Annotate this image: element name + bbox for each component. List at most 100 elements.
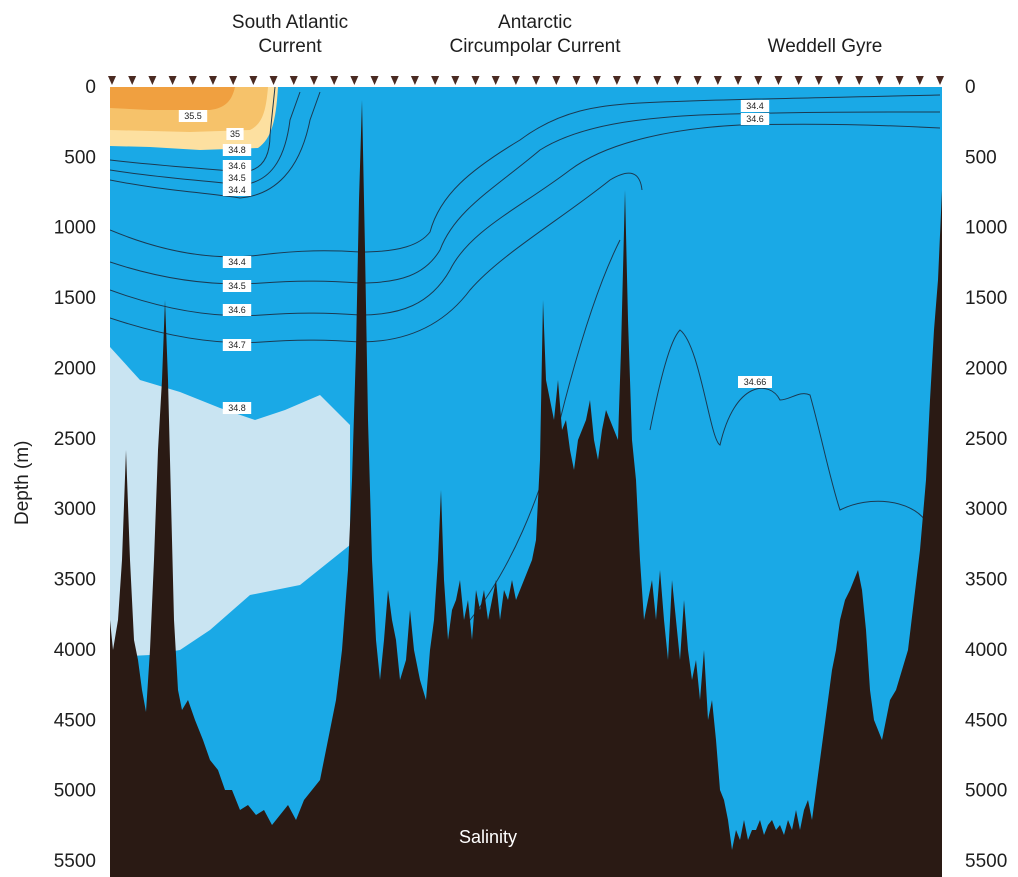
contour-label-box xyxy=(226,128,244,140)
contour-label: 34.6 xyxy=(228,305,246,315)
y-tick-label-left: 4500 xyxy=(54,710,96,731)
contour-label: 34.66 xyxy=(744,377,767,387)
station-marker xyxy=(734,76,743,85)
station-marker xyxy=(370,76,379,85)
station-marker xyxy=(814,76,823,85)
station-marker xyxy=(572,76,581,85)
station-marker xyxy=(552,76,561,85)
y-tick-label-right: 0 xyxy=(965,77,976,98)
station-marker xyxy=(835,76,844,85)
station-marker xyxy=(108,76,116,85)
contour-label-box xyxy=(222,339,252,351)
contour-label-box xyxy=(738,376,772,388)
station-marker xyxy=(673,76,682,85)
station-marker xyxy=(128,76,137,85)
contour-label-box xyxy=(222,184,252,196)
contour-label-box xyxy=(222,280,252,292)
y-tick-label-right: 1000 xyxy=(965,218,1007,239)
station-marker xyxy=(168,76,177,85)
station-marker xyxy=(612,76,621,85)
station-marker xyxy=(390,76,399,85)
y-tick-label-left: 1000 xyxy=(54,218,96,239)
seafloor-bathymetry xyxy=(110,100,942,877)
contour-label-box xyxy=(740,100,770,112)
contour-label-box xyxy=(178,110,208,122)
contour-label: 34.4 xyxy=(228,257,246,267)
contour-label: 34.8 xyxy=(228,145,246,155)
station-marker xyxy=(491,76,500,85)
contour-label: 34.4 xyxy=(228,185,246,195)
contour-label: 35 xyxy=(230,129,240,139)
y-tick-label-right: 2000 xyxy=(965,358,1007,379)
y-tick-label-right: 3500 xyxy=(965,570,1007,591)
contour-value-labels: 35.5 35 34.8 34.6 34.5 34.4 34.4 34.5 34.6 34.7 34… xyxy=(178,100,772,414)
region-label-weddell: Weddell Gyre xyxy=(767,36,883,57)
y-tick-label-right: 5500 xyxy=(965,851,1007,872)
contour-label-box xyxy=(740,113,770,125)
y-tick-label-right: 500 xyxy=(965,147,997,168)
contour-label: 34.6 xyxy=(228,161,246,171)
salinity-core-inner xyxy=(110,87,235,110)
y-tick-label-left: 0 xyxy=(85,77,96,98)
y-tick-label-right: 1500 xyxy=(965,288,1007,309)
contour-label: 34.5 xyxy=(228,173,246,183)
contour-label-box xyxy=(222,402,252,414)
station-marker xyxy=(875,76,884,85)
station-marker xyxy=(855,76,864,85)
station-marker xyxy=(592,76,601,85)
station-marker xyxy=(511,76,520,85)
station-marker xyxy=(309,76,318,85)
station-marker xyxy=(229,76,238,85)
station-marker xyxy=(794,76,803,85)
contour-label-box xyxy=(222,256,252,268)
region-label-south-atlantic: South Atlantic Current xyxy=(231,12,349,57)
station-marker xyxy=(188,76,197,85)
y-tick-label-right: 5000 xyxy=(965,781,1007,802)
station-marker xyxy=(410,76,419,85)
station-marker xyxy=(754,76,763,85)
y-tick-label-right: 4500 xyxy=(965,710,1007,731)
station-marker xyxy=(895,76,904,85)
station-marker xyxy=(249,76,258,85)
region-label-acc: Antarctic Circumpolar Current xyxy=(449,12,621,57)
station-marker xyxy=(471,76,480,85)
y-axis-title: Depth (m) xyxy=(12,440,33,525)
contour-label: 34.4 xyxy=(746,101,764,111)
station-marker xyxy=(289,76,298,85)
contour-label-box xyxy=(222,304,252,316)
y-tick-label-left: 4000 xyxy=(54,640,96,661)
y-tick-label-left: 3500 xyxy=(54,570,96,591)
contour-label-box xyxy=(222,160,252,172)
contour-label: 34.6 xyxy=(746,114,764,124)
contour-label-box xyxy=(222,172,252,184)
depth-axis-left: 0 500 1000 1500 2000 2500 3000 3500 4000 4500 5000… xyxy=(54,77,96,872)
station-marker xyxy=(713,76,722,85)
station-marker xyxy=(532,76,541,85)
station-marker xyxy=(148,76,157,85)
y-tick-label-left: 2000 xyxy=(54,358,96,379)
contour-label: 34.5 xyxy=(228,281,246,291)
depth-axis-right: 0 500 1000 1500 2000 2500 3000 3500 4000 4500 5000… xyxy=(965,77,1007,872)
station-marker xyxy=(350,76,359,85)
salinity-annotation: Salinity xyxy=(459,827,518,847)
station-marker xyxy=(774,76,783,85)
y-tick-label-right: 4000 xyxy=(965,640,1007,661)
plot-area xyxy=(110,87,942,877)
station-marker xyxy=(633,76,642,85)
y-tick-label-left: 5500 xyxy=(54,851,96,872)
station-marker xyxy=(330,76,339,85)
station-marker xyxy=(451,76,460,85)
y-tick-label-left: 500 xyxy=(64,147,96,168)
station-marker xyxy=(653,76,662,85)
y-tick-label-left: 5000 xyxy=(54,781,96,802)
station-markers xyxy=(108,76,944,85)
y-tick-label-right: 2500 xyxy=(965,429,1007,450)
station-marker xyxy=(208,76,217,85)
y-tick-label-left: 2500 xyxy=(54,429,96,450)
contour-label: 34.8 xyxy=(228,403,246,413)
contour-label-box xyxy=(222,144,252,156)
station-marker xyxy=(936,76,944,85)
y-tick-label-right: 3000 xyxy=(965,499,1007,520)
station-marker xyxy=(431,76,440,85)
